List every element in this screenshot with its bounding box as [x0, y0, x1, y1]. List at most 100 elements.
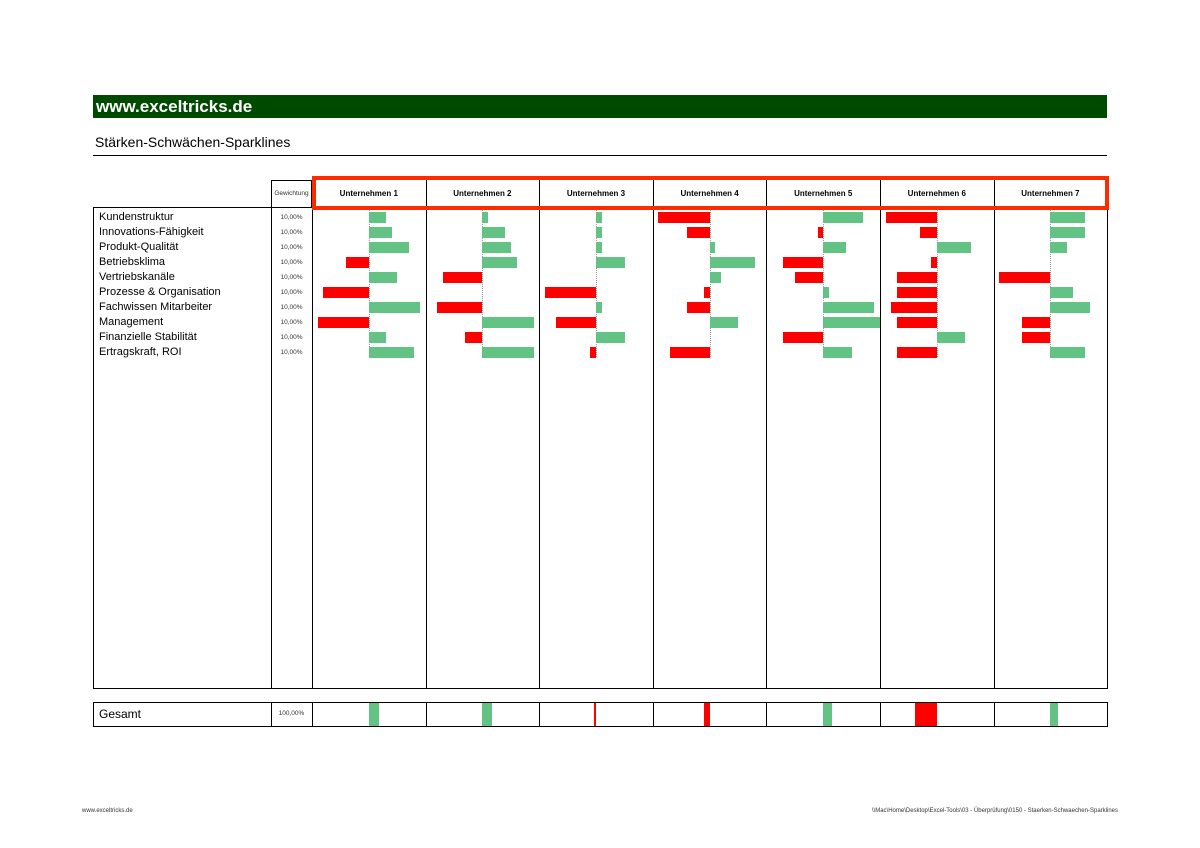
total-row	[93, 702, 1108, 727]
criterion-weight: 10,00%	[280, 244, 303, 251]
company-header: Unternehmen 1	[339, 189, 398, 198]
strength-bar	[368, 212, 386, 223]
strength-bar	[823, 287, 829, 298]
column-divider	[652, 702, 654, 727]
weakness-bar	[783, 257, 824, 268]
column-divider	[993, 180, 995, 689]
weakness-bar	[556, 317, 596, 328]
sparkline-axis	[596, 209, 597, 357]
strength-bar	[823, 302, 875, 313]
criterion-label: Management	[99, 316, 164, 328]
criterion-label: Ertragskraft, ROI	[99, 346, 182, 358]
weakness-bar	[1021, 332, 1051, 343]
company-header: Unternehmen 4	[680, 189, 739, 198]
strength-bar	[482, 317, 534, 328]
column-divider	[312, 702, 313, 727]
criterion-label: Innovations-Fähigkeit	[99, 226, 204, 238]
criterion-weight: 10,00%	[280, 334, 303, 341]
weakness-bar	[590, 347, 596, 358]
title-divider	[93, 155, 1107, 156]
strength-bar	[936, 242, 971, 253]
strength-bar	[596, 227, 602, 238]
criterion-label: Fachwissen Mitarbeiter	[99, 301, 213, 313]
weakness-bar	[896, 287, 937, 298]
strength-bar	[1050, 227, 1085, 238]
weakness-bar	[1021, 317, 1051, 328]
criterion-weight: 10,00%	[280, 319, 303, 326]
criterion-weight: 10,00%	[280, 304, 303, 311]
criteria-table	[93, 207, 1108, 689]
criterion-weight: 10,00%	[280, 214, 303, 221]
total-strength-bar	[823, 703, 833, 726]
weakness-bar	[686, 302, 710, 313]
strength-bar	[482, 257, 517, 268]
criterion-label: Betriebsklima	[99, 256, 166, 268]
weakness-bar	[323, 287, 369, 298]
strength-bar	[709, 257, 756, 268]
strength-bar	[596, 242, 602, 253]
sparkline-axis	[936, 209, 938, 357]
column-divider	[993, 702, 995, 727]
column-divider	[766, 702, 768, 727]
company-header: Unternehmen 2	[453, 189, 512, 198]
weakness-bar	[703, 287, 710, 298]
strength-bar	[1050, 302, 1091, 313]
strength-bar	[1050, 242, 1068, 253]
company-header: Unternehmen 6	[907, 189, 966, 198]
weakness-bar	[896, 272, 937, 283]
weakness-bar	[896, 347, 937, 358]
total-weakness-bar	[594, 703, 596, 726]
strength-bar	[1050, 347, 1085, 358]
strength-bar	[823, 212, 864, 223]
column-divider	[880, 180, 881, 689]
criterion-weight: 10,00%	[280, 229, 303, 236]
column-divider	[539, 702, 541, 727]
strength-bar	[482, 347, 534, 358]
criterion-weight: 10,00%	[280, 349, 303, 356]
strength-bar	[368, 347, 415, 358]
page-title: Stärken-Schwächen-Sparklines	[95, 134, 291, 150]
total-strength-bar	[368, 703, 380, 726]
strength-bar	[823, 347, 852, 358]
strength-bar	[823, 317, 881, 328]
criterion-label: Finanzielle Stabilität	[99, 331, 197, 343]
weakness-bar	[885, 212, 937, 223]
column-divider	[652, 180, 654, 689]
weakness-bar	[896, 317, 937, 328]
weakness-bar	[794, 272, 824, 283]
strength-bar	[368, 227, 392, 238]
column-divider	[425, 180, 427, 689]
weakness-bar	[931, 257, 937, 268]
weakness-bar	[346, 257, 369, 268]
strength-bar	[596, 302, 602, 313]
weakness-bar	[817, 227, 824, 238]
column-divider	[880, 702, 881, 727]
company-header: Unternehmen 7	[1021, 189, 1080, 198]
company-header: Unternehmen 3	[566, 189, 626, 198]
criterion-label: Kundenstruktur	[99, 211, 174, 223]
strength-bar	[596, 212, 602, 223]
column-divider	[766, 180, 768, 689]
strength-bar	[368, 302, 421, 313]
sparkline-axis	[709, 209, 711, 357]
strength-bar	[1050, 212, 1085, 223]
label-column-divider	[271, 702, 272, 727]
column-divider	[425, 702, 427, 727]
criterion-label: Produkt-Qualität	[99, 241, 179, 253]
strength-bar	[368, 272, 398, 283]
total-strength-bar	[482, 703, 492, 726]
total-weakness-bar	[704, 703, 710, 726]
strength-bar	[1050, 287, 1074, 298]
sparkline-axis	[368, 209, 370, 357]
column-divider	[539, 180, 541, 689]
total-weight: 100,00%	[278, 710, 305, 717]
strength-bar	[709, 317, 739, 328]
company-header-highlight	[312, 176, 1109, 210]
criterion-label: Prozesse & Organisation	[99, 286, 221, 298]
weakness-bar	[891, 302, 937, 313]
strength-bar	[482, 242, 511, 253]
criterion-weight: 10,00%	[280, 289, 303, 296]
total-strength-bar	[1050, 703, 1058, 726]
weakness-bar	[999, 272, 1051, 283]
strength-bar	[368, 332, 386, 343]
